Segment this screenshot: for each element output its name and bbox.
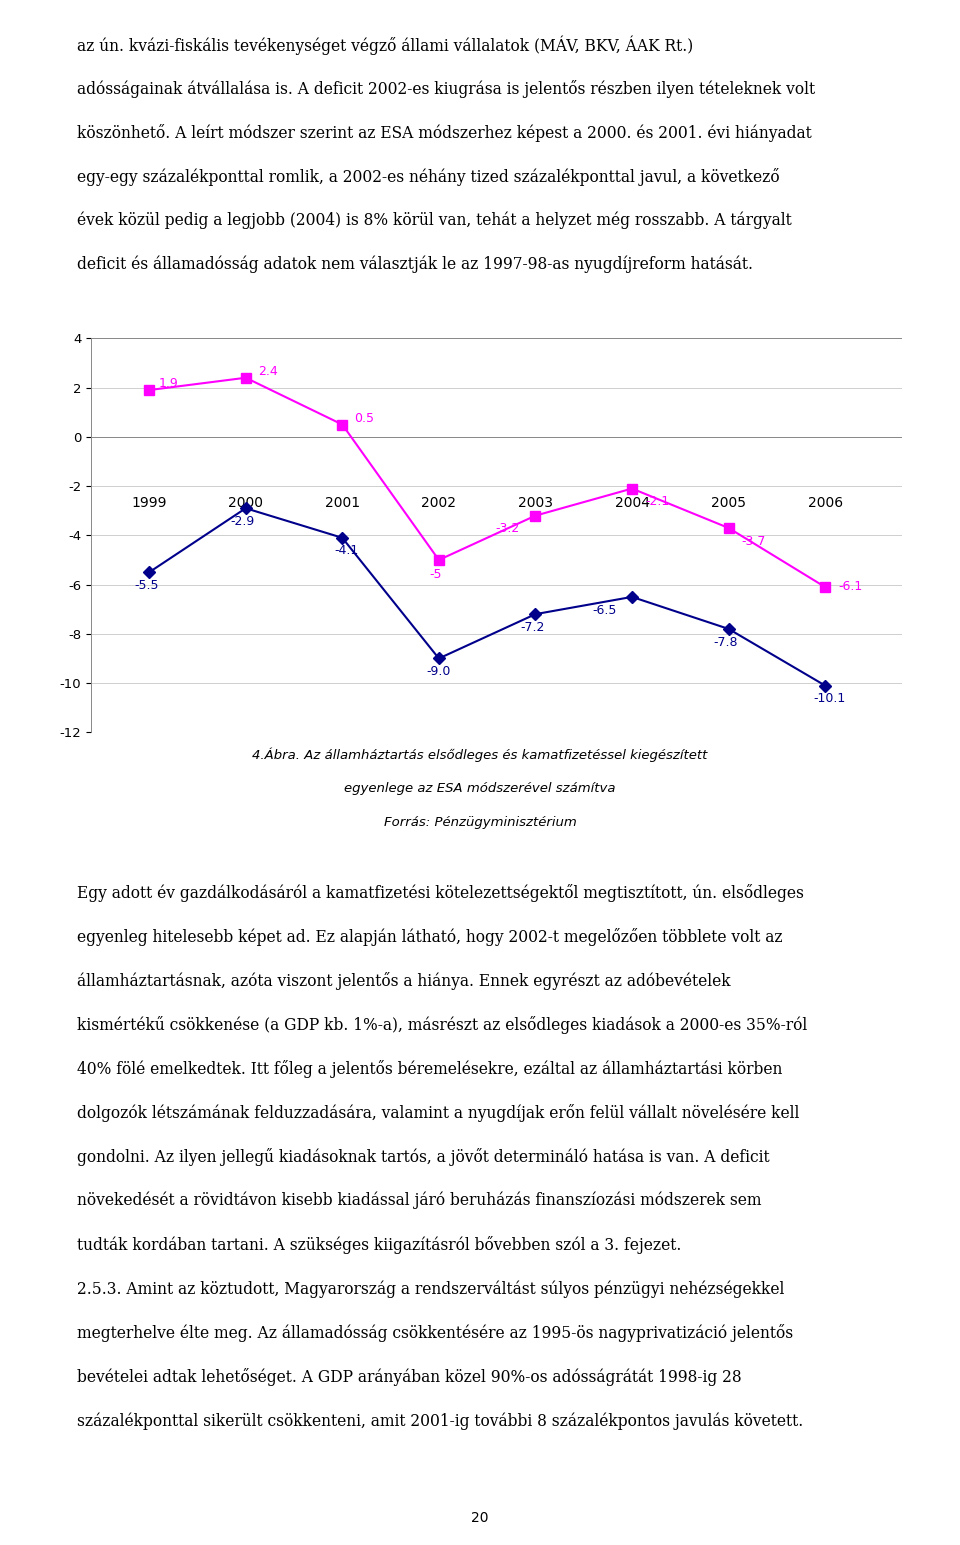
Text: deficit és államadósság adatok nem választják le az 1997-98-as nyugdíjreform hat: deficit és államadósság adatok nem válas… — [77, 255, 753, 273]
Text: tudták kordában tartani. A szükséges kiigazításról bővebben szól a 3. fejezet.: tudták kordában tartani. A szükséges kii… — [77, 1236, 682, 1255]
Text: az ún. kvázi-fiskális tevékenységet végző állami vállalatok (MÁV, BKV, ÁAK Rt.): az ún. kvázi-fiskális tevékenységet végz… — [77, 36, 693, 56]
Text: -7.8: -7.8 — [713, 635, 738, 649]
Text: egyenlege az ESA módszerével számítva: egyenlege az ESA módszerével számítva — [345, 782, 615, 794]
Text: -7.2: -7.2 — [520, 621, 545, 633]
Text: Egy adott év gazdálkodásáról a kamatfizetési kötelezettségektől megtisztított, ú: Egy adott év gazdálkodásáról a kamatfize… — [77, 884, 804, 902]
Text: kismértékű csökkenése (a GDP kb. 1%-a), másrészt az elsődleges kiadások a 2000-e: kismértékű csökkenése (a GDP kb. 1%-a), … — [77, 1017, 807, 1034]
Text: -3.7: -3.7 — [741, 535, 766, 547]
Text: 1.9: 1.9 — [158, 377, 179, 391]
Text: -4.1: -4.1 — [334, 544, 359, 558]
Text: dolgozók létszámának felduzzadására, valamint a nyugdíjak erőn felül vállalt növ: dolgozók létszámának felduzzadására, val… — [77, 1105, 799, 1122]
Text: -5: -5 — [430, 569, 443, 581]
Text: 20: 20 — [471, 1511, 489, 1525]
Text: bevételei adtak lehetőséget. A GDP arányában közel 90%-os adósságrátát 1998-ig 2: bevételei adtak lehetőséget. A GDP arány… — [77, 1369, 741, 1386]
Text: államháztartásnak, azóta viszont jelentős a hiánya. Ennek egyrészt az adóbevétel: államháztartásnak, azóta viszont jelentő… — [77, 972, 731, 990]
Text: -10.1: -10.1 — [813, 692, 846, 705]
Text: megterhelve élte meg. Az államadósság csökkentésére az 1995-ös nagyprivatizáció : megterhelve élte meg. Az államadósság cs… — [77, 1324, 793, 1343]
Text: 40% fölé emelkedtek. Itt főleg a jelentős béremelésekre, ezáltal az államháztart: 40% fölé emelkedtek. Itt főleg a jelentő… — [77, 1060, 782, 1078]
Text: 4.Ábra. Az államháztartás elsődleges és kamatfizetéssel kiegészített: 4.Ábra. Az államháztartás elsődleges és … — [252, 748, 708, 762]
Text: -2.1: -2.1 — [645, 496, 669, 508]
Text: -9.0: -9.0 — [426, 666, 451, 678]
Text: évek közül pedig a legjobb (2004) is 8% körül van, tehát a helyzet még rosszabb.: évek közül pedig a legjobb (2004) is 8% … — [77, 212, 792, 229]
Text: köszönhető. A leírt módszer szerint az ESA módszerhez képest a 2000. és 2001. év: köszönhető. A leírt módszer szerint az E… — [77, 124, 811, 142]
Text: -6.1: -6.1 — [838, 579, 862, 593]
Text: egyenleg hitelesebb képet ad. Ez alapján látható, hogy 2002-t megelőzően többlet: egyenleg hitelesebb képet ad. Ez alapján… — [77, 929, 782, 946]
Text: adósságainak átvállalása is. A deficit 2002-es kiugrása is jelentős részben ilye: adósságainak átvállalása is. A deficit 2… — [77, 79, 815, 97]
Text: százalékponttal sikerült csökkenteni, amit 2001-ig további 8 százalékpontos javu: százalékponttal sikerült csökkenteni, am… — [77, 1412, 804, 1429]
Text: 2.4: 2.4 — [258, 365, 277, 379]
Text: egy-egy százalékponttal romlik, a 2002-es néhány tized százalékponttal javul, a : egy-egy százalékponttal romlik, a 2002-e… — [77, 168, 780, 185]
Text: Forrás: Pénzügyminisztérium: Forrás: Pénzügyminisztérium — [384, 816, 576, 828]
Text: -3.2: -3.2 — [495, 522, 519, 535]
Text: 2.5.3. Amint az köztudott, Magyarország a rendszerváltást súlyos pénzügyi nehézs: 2.5.3. Amint az köztudott, Magyarország … — [77, 1281, 784, 1298]
Text: -5.5: -5.5 — [134, 579, 158, 592]
Text: gondolni. Az ilyen jellegű kiadásoknak tartós, a jövőt determináló hatása is van: gondolni. Az ilyen jellegű kiadásoknak t… — [77, 1148, 769, 1166]
Text: -6.5: -6.5 — [592, 604, 616, 616]
Text: -2.9: -2.9 — [230, 514, 255, 528]
Text: 0.5: 0.5 — [354, 413, 374, 425]
Text: növekedését a rövidtávon kisebb kiadással járó beruházás finanszíozási módszerek: növekedését a rövidtávon kisebb kiadássa… — [77, 1193, 761, 1210]
